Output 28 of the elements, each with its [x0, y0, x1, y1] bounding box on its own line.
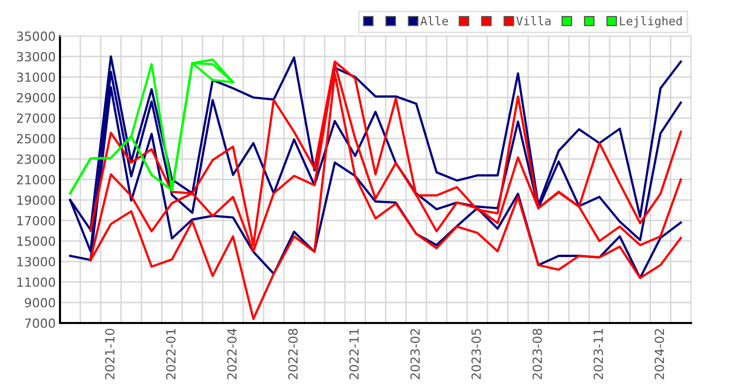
y-tick-label: 11000: [17, 277, 55, 287]
y-tick-label: 15000: [17, 236, 55, 246]
y-tick-label: 19000: [17, 195, 55, 205]
y-tick-label: 27000: [16, 113, 55, 123]
y-tick-label: 21000: [16, 174, 55, 184]
legend-label: Villa: [516, 16, 550, 26]
y-tick-label: 33000: [17, 52, 55, 62]
x-tick-label: 2022-01: [166, 329, 176, 380]
y-tick-label: 25000: [16, 134, 55, 144]
x-tick-label: 2022-08: [288, 328, 298, 380]
y-tick-label: 17000: [17, 216, 55, 226]
y-tick-label: 31000: [17, 72, 55, 82]
x-tick-label: 2023-08: [532, 328, 542, 380]
x-tick-label: 2023-05: [471, 328, 481, 380]
y-tick-label: 9000: [24, 298, 56, 308]
legend-label: Lejlighed: [620, 16, 682, 28]
x-tick-label: 2022-04: [227, 328, 237, 380]
y-tick-label: 13000: [17, 256, 55, 266]
x-tick-label: 2023-11: [594, 329, 604, 380]
x-tick-label: 2024-02: [654, 329, 664, 380]
x-tick-label: 2021-10: [105, 328, 115, 380]
y-tick-label: 29000: [16, 92, 55, 102]
legend-label: Alle: [420, 16, 448, 26]
y-tick-label: 23000: [16, 154, 55, 164]
y-tick-label: 7000: [25, 318, 56, 328]
y-tick-label: 35000: [17, 31, 55, 41]
x-tick-label: 2023-02: [410, 329, 420, 380]
x-tick-label: 2022-11: [349, 329, 359, 380]
